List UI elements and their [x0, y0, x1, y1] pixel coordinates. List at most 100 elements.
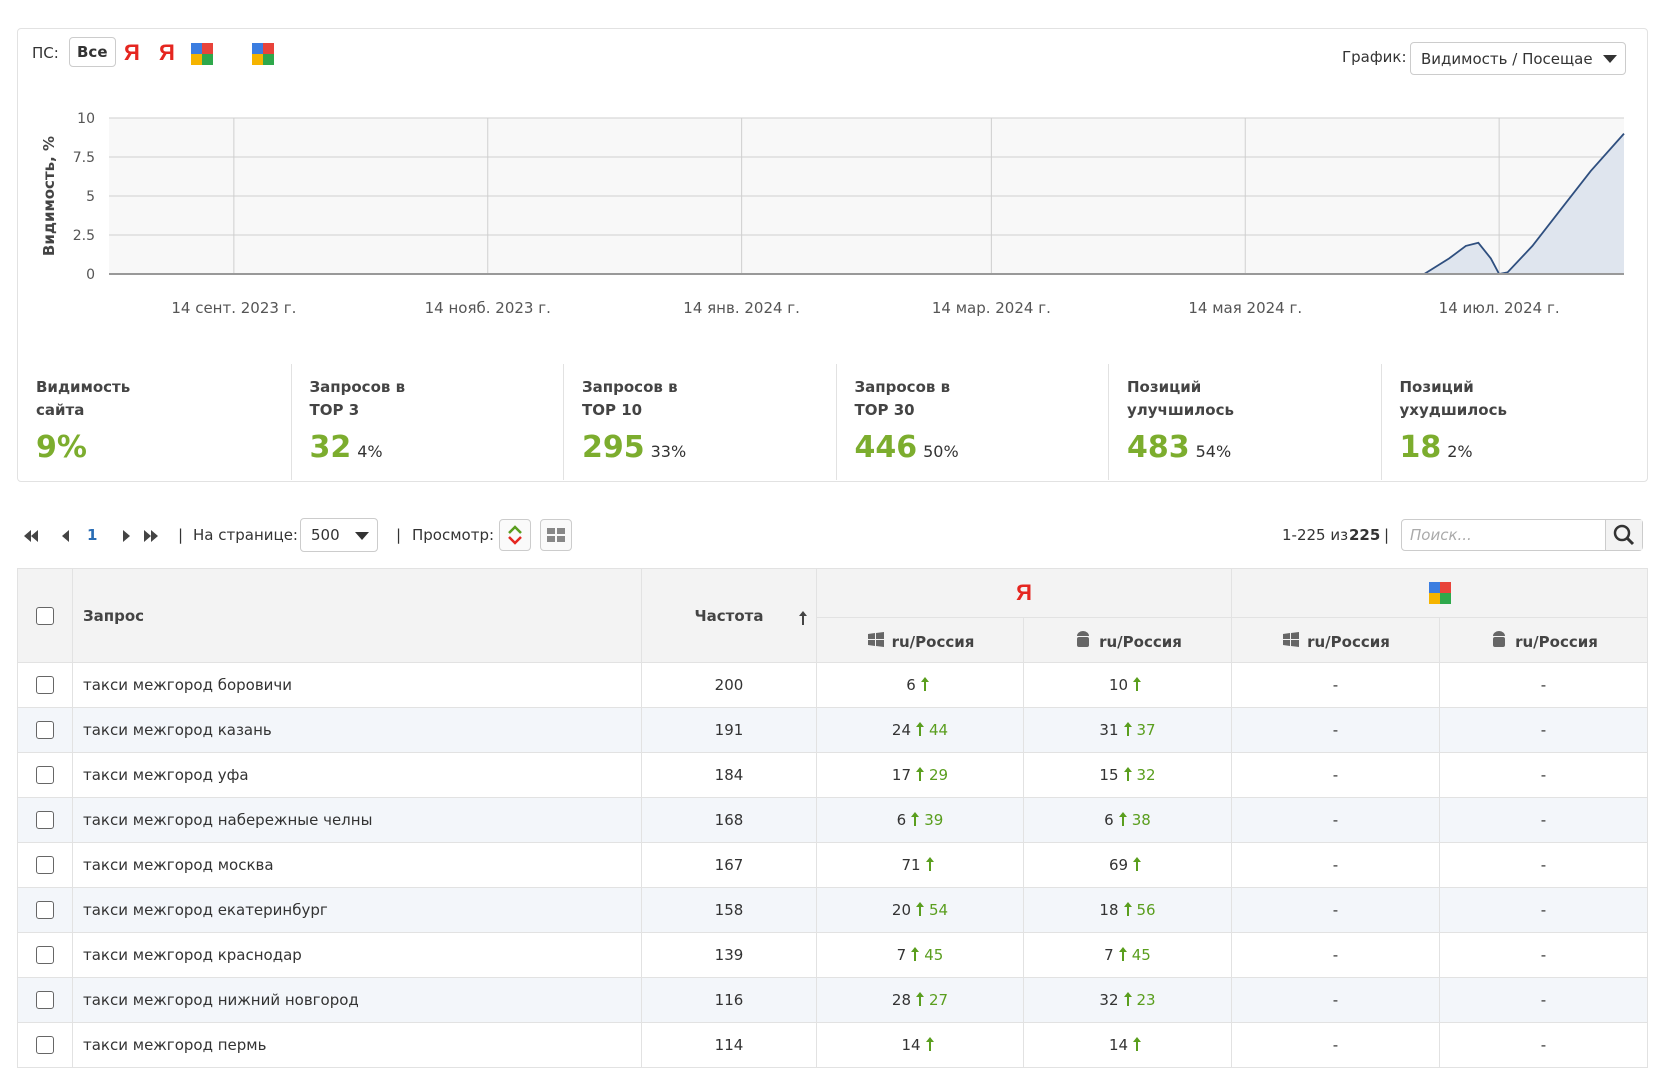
stat-number: 18: [1399, 430, 1442, 465]
position-cell: 14: [816, 1022, 1024, 1068]
region-label: ru/Россия: [1099, 632, 1182, 651]
stat-card: Видимость сайта 9%: [18, 364, 290, 480]
all-engines-button[interactable]: Все: [69, 37, 116, 67]
dropdown-arrow: [355, 532, 369, 540]
arrow-shape: [916, 722, 924, 736]
windows-icon: [867, 631, 884, 647]
position-cell: -: [1439, 1022, 1648, 1068]
icon-part: [1493, 636, 1506, 647]
query-cell: такси межгород набережные челны: [72, 797, 642, 843]
position-change: 32: [1136, 766, 1156, 784]
position-cell: 24 44: [816, 707, 1024, 753]
select-all-cell: [17, 568, 73, 663]
row-checkbox[interactable]: [36, 811, 54, 830]
x-tick-label: 14 мая 2024 г.: [1188, 299, 1302, 317]
yandex-header: Я: [816, 568, 1232, 618]
frequency-cell: 184: [641, 752, 817, 798]
position-cell: -: [1439, 707, 1648, 753]
position: 14: [1108, 1036, 1129, 1054]
y-tick-label: 0: [86, 267, 95, 283]
up-arrow: [911, 947, 920, 961]
current-page[interactable]: 1: [87, 526, 98, 544]
google-header: [1231, 568, 1648, 618]
y-tick-label: 2.5: [73, 228, 95, 244]
row-checkbox[interactable]: [36, 766, 54, 785]
up-arrow: [1123, 902, 1132, 916]
stat-card: Позиций ухудшилось 18 2%: [1380, 364, 1654, 480]
frequency-cell: 191: [641, 707, 817, 753]
separator: |: [178, 526, 184, 544]
stat-number: 9%: [36, 430, 87, 465]
position-cell: 7 45: [816, 932, 1024, 978]
yandex-filter[interactable]: Я: [159, 40, 175, 65]
arrow-shape: [920, 677, 929, 691]
queries-table: Запрос Частота Я ru/Россия ru/Россия ru/Ро…: [17, 568, 1648, 1068]
line: [109, 133, 1625, 276]
position-cell: 10: [1023, 662, 1232, 708]
stat-value: 18 2%: [1400, 430, 1473, 465]
arrow-shape: [916, 992, 924, 1006]
up-arrow: [1123, 722, 1132, 736]
row-checkbox[interactable]: [36, 946, 54, 965]
yandex-filter[interactable]: Я: [124, 40, 140, 65]
up-arrow: [925, 857, 934, 871]
arrow-shape: [1123, 992, 1132, 1006]
per-page-select[interactable]: 500: [300, 518, 378, 552]
search-box[interactable]: Поиск...: [1401, 519, 1643, 551]
row-checkbox[interactable]: [36, 991, 54, 1010]
table-row: такси межгород боровичи 200 6 10 - -: [17, 662, 1648, 708]
position-cell: -: [1439, 932, 1648, 978]
query-cell: такси межгород боровичи: [72, 662, 642, 708]
row-checkbox[interactable]: [36, 721, 54, 740]
row-checkbox[interactable]: [36, 901, 54, 920]
icon-part: [1283, 631, 1300, 647]
position-change: 29: [929, 766, 949, 784]
stat-number: 295: [582, 430, 645, 465]
position-cell: -: [1439, 752, 1648, 798]
view-grid-button[interactable]: [540, 519, 572, 551]
pager-arrows[interactable]: [22, 526, 172, 546]
checkbox-cell: [17, 932, 73, 978]
frequency-cell: 114: [641, 1022, 817, 1068]
query-header[interactable]: Запрос: [72, 568, 642, 663]
arrow-shape: [911, 947, 920, 961]
graph-select[interactable]: Видимость / Посещаемость: [1410, 42, 1626, 75]
position-cell: 28 27: [816, 977, 1024, 1023]
position: 7: [1104, 946, 1114, 964]
stat-card: Позиций улучшилось 483 54%: [1108, 364, 1381, 480]
checkbox-cell: [17, 842, 73, 888]
row-checkbox[interactable]: [36, 856, 54, 875]
visibility-chart: Видимость, % 0 2.5 5 7.5 10 14 сент. 2023 г. 1…: [40, 111, 1625, 317]
google-filter[interactable]: [252, 43, 275, 65]
table-row: такси межгород набережные челны 168 6 39 6 38…: [17, 797, 1648, 843]
up-arrow: [916, 992, 924, 1006]
checkbox-cell: [17, 797, 73, 843]
up-arrow: [925, 1037, 934, 1051]
up-arrow: [1118, 947, 1127, 961]
position: 20: [891, 901, 911, 919]
position: 6: [906, 676, 916, 694]
frequency-header[interactable]: Частота: [641, 568, 817, 663]
y-tick-label: 10: [77, 111, 95, 127]
stat-percent: 4%: [357, 442, 383, 461]
position-cell: 32 23: [1023, 977, 1232, 1023]
position: 69: [1108, 856, 1129, 874]
select-all-checkbox[interactable]: [36, 606, 54, 625]
frequency-header-text: Частота: [694, 606, 764, 625]
search-icon[interactable]: [1606, 520, 1642, 550]
up-arrow: [1133, 857, 1142, 871]
stat-value: 32 4%: [310, 430, 383, 465]
position-change: 54: [929, 901, 949, 919]
stat-percent: 50%: [923, 442, 959, 461]
google-filter[interactable]: [191, 43, 213, 65]
stat-card: Запросов в TOP 10 295 33%: [563, 364, 836, 480]
row-checkbox[interactable]: [36, 676, 54, 695]
checkbox-cell: [17, 662, 73, 708]
stat-label: Запросов в TOP 10: [582, 378, 678, 419]
view-sort-button[interactable]: [499, 519, 531, 551]
up-arrow: [1118, 812, 1127, 826]
checkbox-cell: [17, 707, 73, 753]
position: 71: [901, 856, 921, 874]
stat-value: 295 33%: [582, 430, 686, 465]
